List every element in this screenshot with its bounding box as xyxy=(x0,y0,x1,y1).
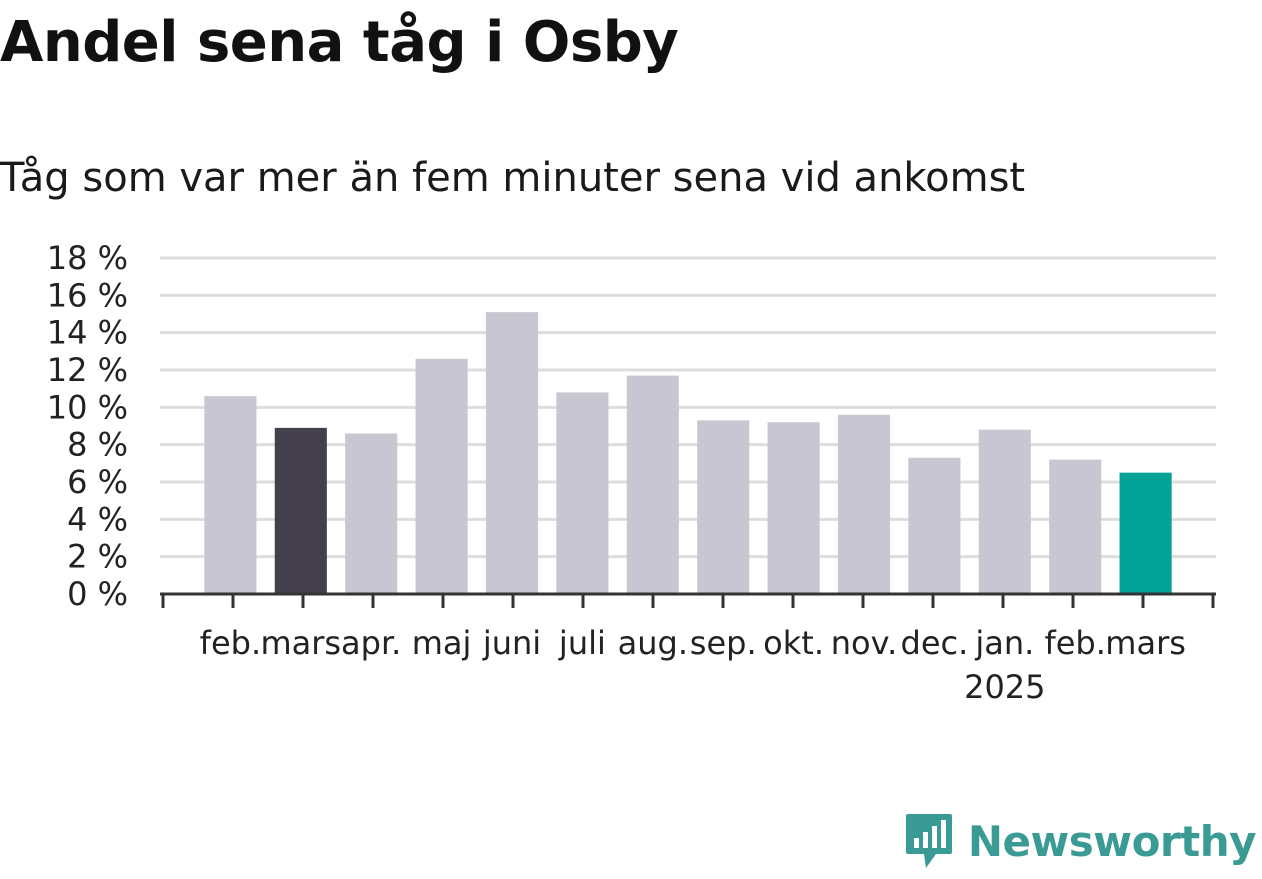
y-tick-label: 12 % xyxy=(47,351,128,389)
y-tick-label: 8 % xyxy=(67,426,128,464)
x-tick-label: apr. xyxy=(341,624,401,662)
y-tick-label: 16 % xyxy=(47,276,128,314)
y-tick-label: 14 % xyxy=(47,314,128,352)
x-tick-label: feb. xyxy=(200,624,261,662)
bar-7 xyxy=(697,420,750,594)
x-tick-label: aug. xyxy=(618,624,688,662)
x-tick-label: juni xyxy=(482,624,541,662)
x-tick-label: jan. xyxy=(974,624,1034,662)
x-tick-label: nov. xyxy=(831,624,897,662)
y-tick-label: 0 % xyxy=(67,575,128,613)
bar-8 xyxy=(767,422,820,594)
x-year-label: 2025 xyxy=(964,668,1045,706)
chart-title: Andel sena tåg i Osby xyxy=(0,10,679,75)
chart-subtitle: Tåg som var mer än fem minuter sena vid … xyxy=(0,155,1026,201)
y-tick-label: 4 % xyxy=(67,500,128,538)
y-tick-label: 10 % xyxy=(47,388,128,426)
x-tick-label: sep. xyxy=(690,624,757,662)
y-tick-label: 6 % xyxy=(67,463,128,501)
bar-0 xyxy=(204,396,257,594)
x-tick-label: dec. xyxy=(901,624,969,662)
y-axis-tick-labels: 0 %2 %4 %6 %8 %10 %12 %14 %16 %18 % xyxy=(47,239,128,613)
bar-1 xyxy=(274,427,327,594)
grid-lines xyxy=(160,256,1216,559)
bar-4 xyxy=(485,312,539,594)
newsworthy-chart-bubble-icon xyxy=(905,814,952,868)
x-tick-label: juli xyxy=(558,624,606,662)
bar-5 xyxy=(556,392,609,594)
newsworthy-logo: Newsworthy xyxy=(904,809,1257,873)
x-tick-label: maj xyxy=(412,624,472,662)
bars xyxy=(204,312,1172,594)
bar-3 xyxy=(415,358,468,594)
y-tick-label: 2 % xyxy=(67,538,128,576)
x-tick-label: mars xyxy=(1105,624,1186,662)
x-tick-label: mars xyxy=(260,624,341,662)
bar-13 xyxy=(1119,472,1172,594)
x-axis-tick-labels: feb. mars apr. maj juni juli aug. sep. okt. nov. d… xyxy=(200,624,1186,706)
y-tick-label: 18 % xyxy=(47,239,128,277)
bar-9 xyxy=(837,414,891,594)
bar-12 xyxy=(1049,459,1102,594)
bar-11 xyxy=(978,429,1031,594)
bar-6 xyxy=(626,375,679,594)
x-tick-label: okt. xyxy=(763,624,824,662)
bar-2 xyxy=(345,433,398,594)
x-tick-label: feb. xyxy=(1044,624,1105,662)
x-axis xyxy=(160,592,1216,608)
bar-10 xyxy=(908,457,961,594)
logo-text: Newsworthy xyxy=(967,816,1257,866)
